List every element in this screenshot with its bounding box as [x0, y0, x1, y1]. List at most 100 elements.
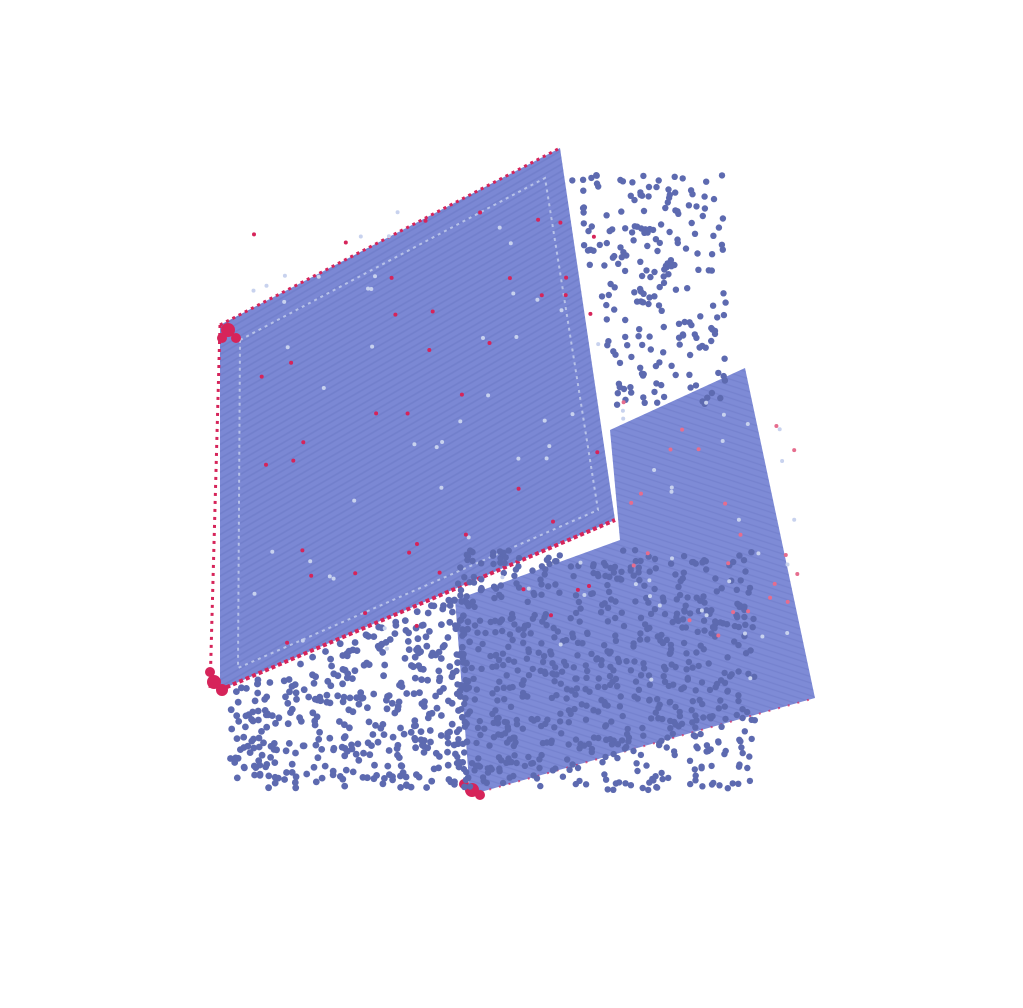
atom — [314, 696, 321, 704]
atom — [461, 700, 468, 708]
atom — [444, 761, 452, 769]
atom — [672, 703, 679, 711]
atom — [640, 207, 648, 215]
atom — [684, 676, 691, 683]
atom — [733, 711, 740, 719]
atom — [505, 643, 512, 650]
atom — [427, 348, 432, 352]
atom — [459, 643, 466, 651]
atom — [536, 217, 541, 222]
atom — [551, 724, 558, 731]
atom — [363, 631, 370, 639]
atom — [606, 681, 614, 689]
atom — [739, 706, 746, 713]
atom — [261, 696, 269, 703]
atom — [391, 630, 399, 637]
atom — [596, 241, 603, 249]
atom — [792, 448, 797, 453]
atom — [607, 663, 614, 670]
atom — [411, 674, 419, 682]
atom — [658, 381, 665, 389]
atom — [454, 580, 462, 587]
atom — [588, 590, 595, 598]
atom — [785, 562, 790, 567]
atom — [712, 618, 719, 625]
atom — [586, 261, 593, 268]
atom — [259, 374, 264, 379]
atom — [632, 598, 639, 605]
atom — [284, 720, 292, 728]
atom — [679, 331, 687, 338]
atom — [635, 333, 642, 340]
atom — [616, 384, 623, 391]
atom — [584, 667, 591, 675]
atom — [300, 686, 308, 694]
atom — [665, 186, 672, 193]
atom — [649, 677, 654, 682]
atom — [580, 742, 588, 749]
atom — [631, 547, 639, 554]
atom — [437, 570, 442, 575]
atom — [251, 771, 258, 779]
atom — [639, 724, 646, 732]
atom — [233, 774, 241, 782]
atom — [289, 360, 294, 365]
atom — [658, 737, 665, 745]
atom — [582, 593, 587, 597]
atom — [688, 219, 695, 227]
atom — [449, 608, 456, 616]
atom — [716, 782, 723, 789]
atom — [541, 614, 548, 621]
atom — [651, 388, 658, 396]
atom — [570, 412, 575, 417]
atom — [636, 636, 644, 643]
atom — [513, 721, 521, 728]
atom — [768, 595, 773, 600]
atom — [537, 667, 544, 674]
atom — [668, 362, 675, 369]
atom — [552, 581, 559, 588]
atom — [550, 671, 558, 678]
atom — [578, 701, 585, 708]
atom — [556, 552, 563, 559]
atom — [585, 227, 592, 235]
atom — [346, 694, 354, 702]
atom — [383, 696, 390, 704]
atom — [481, 725, 488, 732]
atom — [700, 593, 707, 600]
atom — [701, 627, 708, 634]
atom — [652, 773, 659, 780]
atom — [553, 692, 560, 699]
atom — [369, 287, 374, 291]
atom — [451, 780, 458, 788]
atom — [640, 732, 647, 739]
atom — [636, 326, 643, 333]
atom — [372, 722, 379, 729]
atom — [739, 749, 746, 757]
atom — [254, 680, 262, 687]
atom — [548, 737, 555, 744]
atom — [312, 778, 320, 786]
atom — [357, 689, 365, 697]
atom — [699, 212, 706, 220]
atom — [667, 717, 674, 725]
atom — [617, 244, 624, 251]
atom — [505, 656, 512, 663]
atom — [605, 588, 613, 595]
atom — [721, 669, 728, 677]
atom — [511, 572, 518, 579]
atom — [453, 759, 461, 767]
atom — [412, 442, 417, 447]
atom — [258, 751, 266, 759]
atom — [551, 678, 558, 685]
atom — [656, 283, 663, 291]
atom — [645, 786, 652, 794]
atom — [748, 676, 753, 681]
atom — [637, 630, 644, 637]
atom — [603, 212, 610, 219]
atom — [633, 760, 640, 767]
atom — [622, 225, 629, 232]
atom — [610, 348, 617, 355]
atom — [659, 775, 666, 783]
